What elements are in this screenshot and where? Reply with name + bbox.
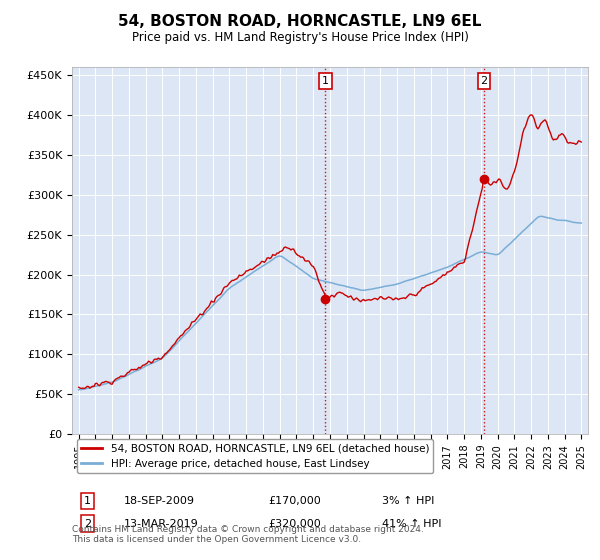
Text: 1: 1 xyxy=(322,76,329,86)
Text: £170,000: £170,000 xyxy=(268,496,321,506)
Legend: 54, BOSTON ROAD, HORNCASTLE, LN9 6EL (detached house), HPI: Average price, detac: 54, BOSTON ROAD, HORNCASTLE, LN9 6EL (de… xyxy=(77,440,433,473)
Text: 54, BOSTON ROAD, HORNCASTLE, LN9 6EL: 54, BOSTON ROAD, HORNCASTLE, LN9 6EL xyxy=(118,14,482,29)
Text: 3% ↑ HPI: 3% ↑ HPI xyxy=(382,496,434,506)
Text: 2: 2 xyxy=(84,519,91,529)
Text: 41% ↑ HPI: 41% ↑ HPI xyxy=(382,519,441,529)
Text: 18-SEP-2009: 18-SEP-2009 xyxy=(124,496,194,506)
Text: Price paid vs. HM Land Registry's House Price Index (HPI): Price paid vs. HM Land Registry's House … xyxy=(131,31,469,44)
Text: Contains HM Land Registry data © Crown copyright and database right 2024.
This d: Contains HM Land Registry data © Crown c… xyxy=(72,525,424,544)
Text: £320,000: £320,000 xyxy=(268,519,321,529)
Text: 13-MAR-2019: 13-MAR-2019 xyxy=(124,519,199,529)
Text: 1: 1 xyxy=(84,496,91,506)
Text: 2: 2 xyxy=(481,76,488,86)
